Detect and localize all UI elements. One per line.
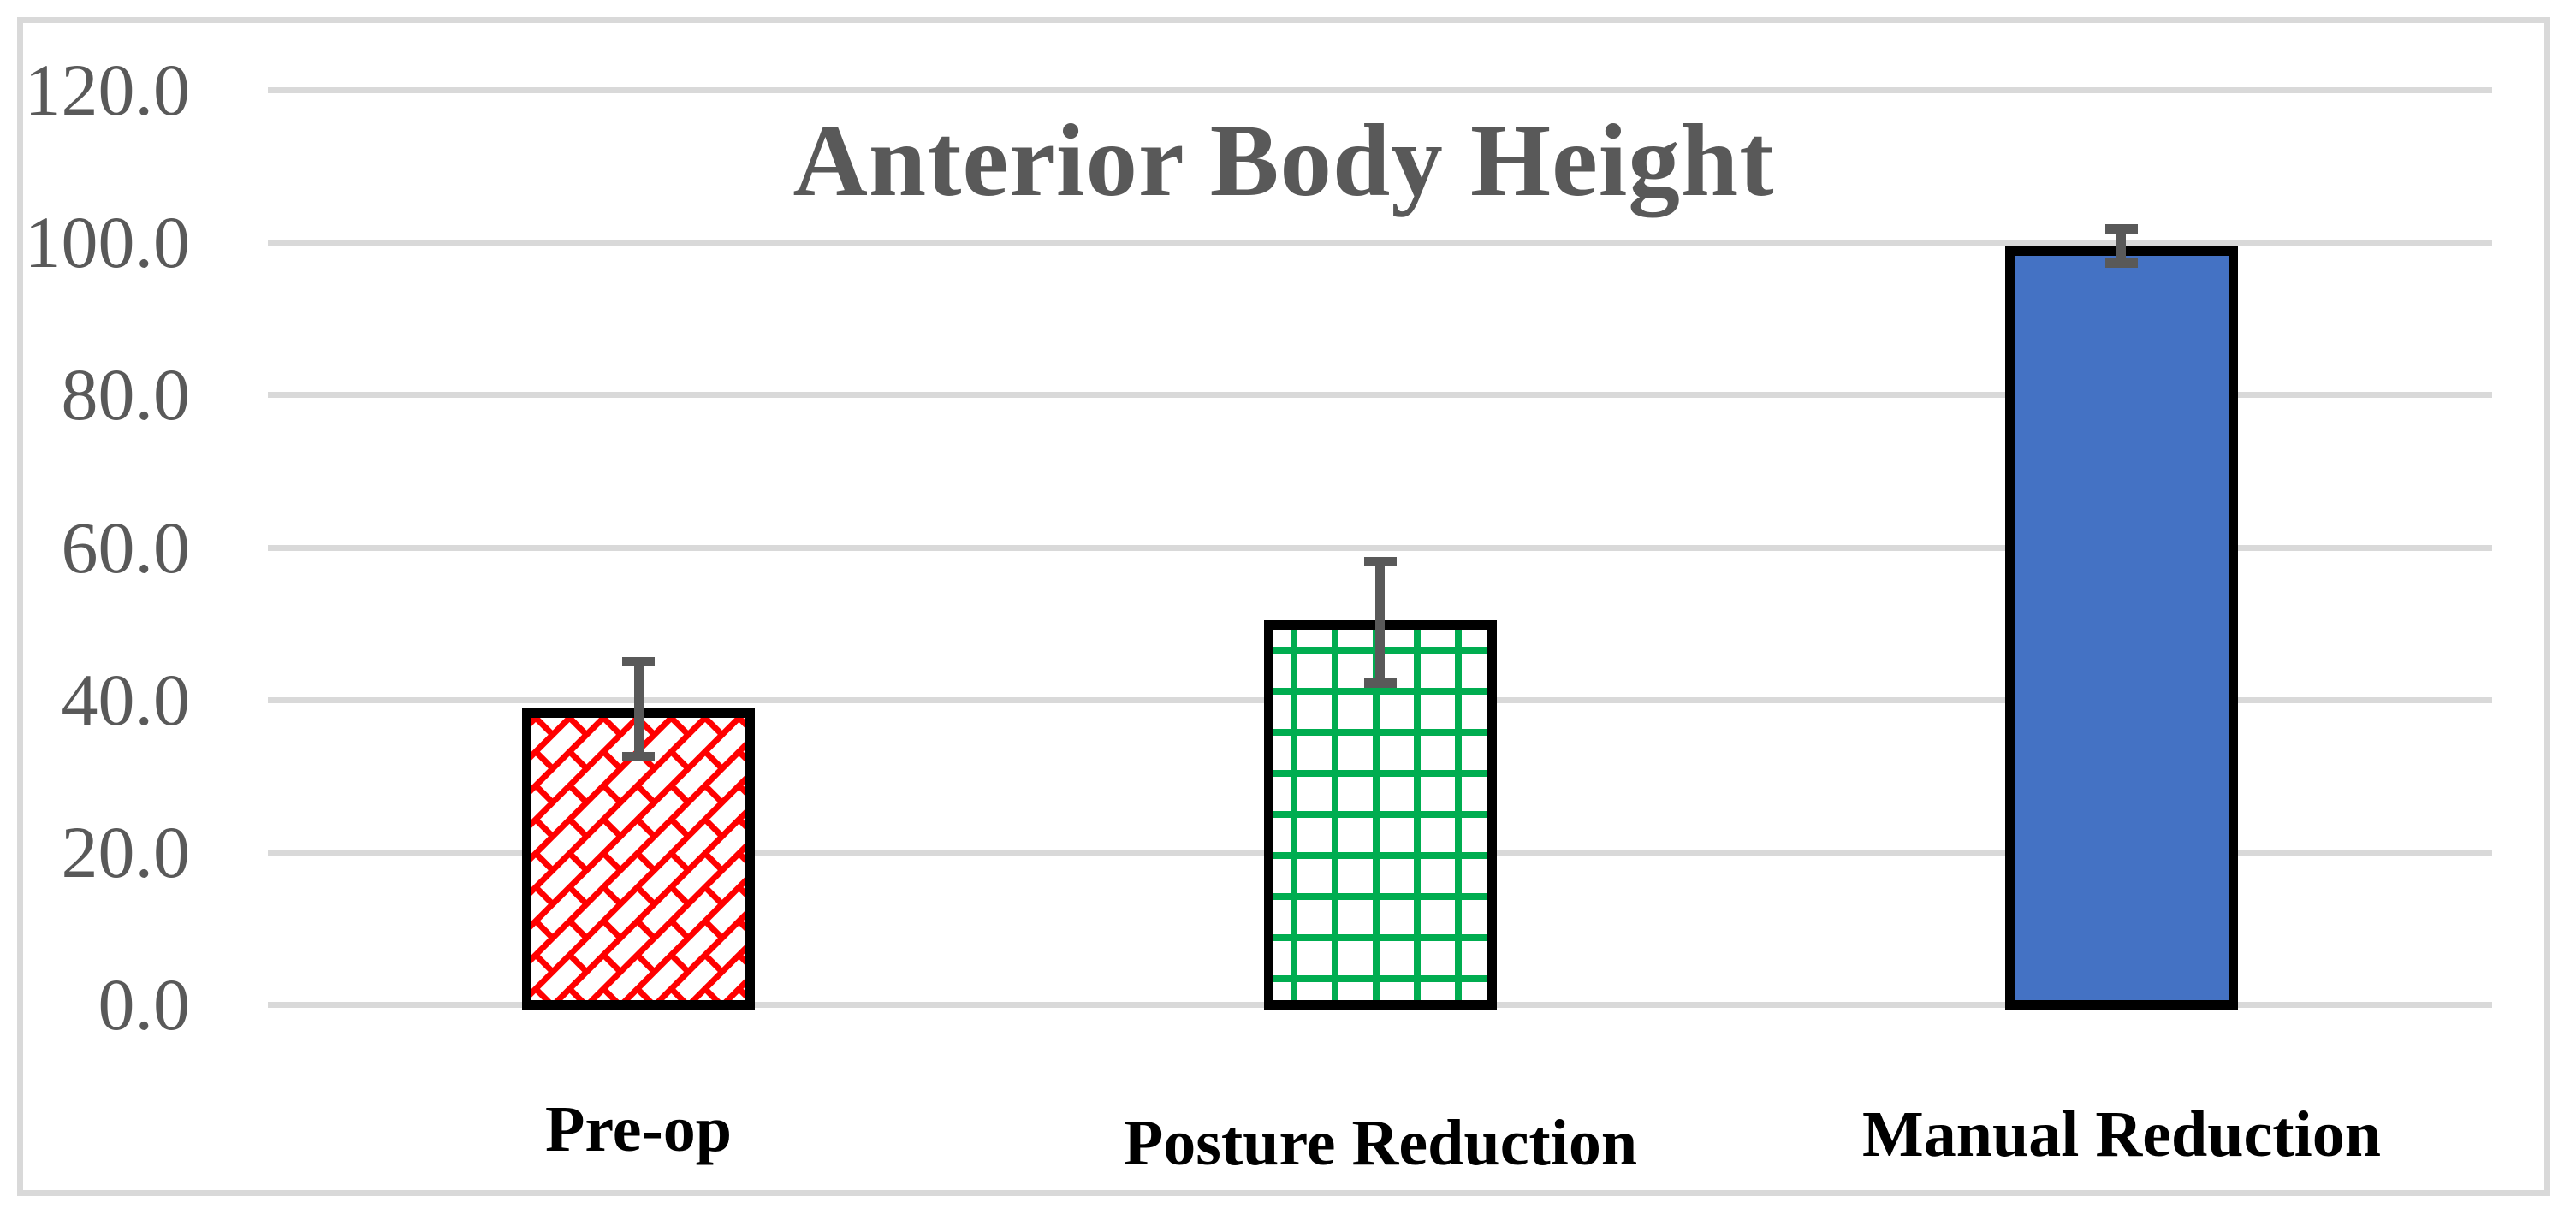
error-bar-stem (2116, 228, 2126, 263)
category-label-posture-reduction: Posture Reduction (1123, 1107, 1638, 1179)
error-bar-stem (634, 661, 644, 756)
y-tick-label: 0.0 (98, 963, 191, 1045)
y-tick-label: 20.0 (61, 811, 191, 893)
bar-pattern-fill (531, 718, 745, 1000)
gridline (268, 87, 2492, 93)
chart-title: Anterior Body Height (792, 104, 1775, 218)
y-tick-label: 100.0 (24, 201, 191, 283)
y-tick-label: 40.0 (61, 659, 191, 741)
category-label-pre-op: Pre-op (544, 1093, 733, 1165)
gridline (268, 240, 2492, 246)
error-bar-cap-top (1364, 557, 1397, 566)
error-bar-cap-top (622, 657, 655, 666)
error-bar-stem (1375, 561, 1385, 683)
category-label-manual-reduction: Manual Reduction (1862, 1099, 2381, 1170)
bar-posture-reduction (1264, 620, 1497, 1010)
bar-manual-reduction (2005, 246, 2238, 1010)
gridline (268, 392, 2492, 398)
gridline (268, 545, 2492, 551)
error-bar-cap-bottom (1364, 678, 1397, 688)
y-tick-label: 60.0 (61, 506, 191, 589)
error-bar-cap-bottom (622, 752, 655, 761)
y-tick-label: 120.0 (24, 49, 191, 131)
y-tick-label: 80.0 (61, 353, 191, 435)
error-bar-cap-bottom (2105, 258, 2138, 268)
bar-pattern-fill (1273, 630, 1487, 1000)
error-bar-cap-top (2105, 224, 2138, 234)
